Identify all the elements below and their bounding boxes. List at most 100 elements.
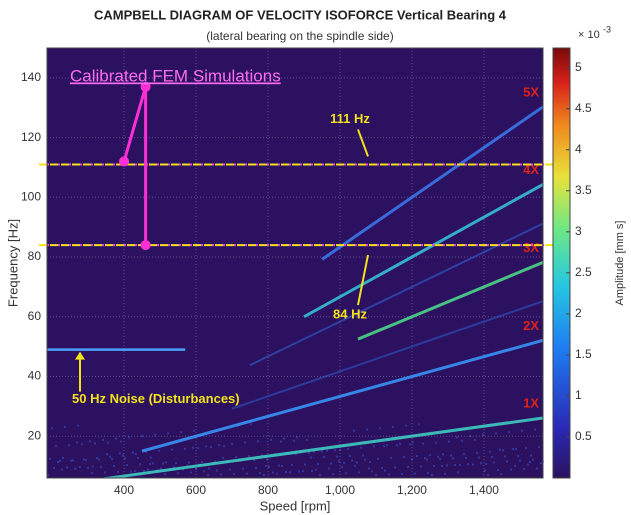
- noise-speckle: [527, 463, 529, 466]
- y-tick-label: 20: [28, 428, 42, 442]
- noise-speckle: [74, 467, 76, 470]
- noise-speckle: [420, 465, 422, 468]
- noise-speckle: [519, 459, 521, 462]
- noise-speckle: [394, 466, 396, 469]
- colorbar-tick-label: 1: [575, 388, 582, 402]
- noise-speckle: [358, 471, 360, 474]
- noise-speckle: [111, 458, 113, 460]
- noise-speckle: [250, 423, 252, 426]
- noise-speckle: [482, 433, 484, 436]
- noise-speckle: [308, 451, 310, 454]
- noise-speckle: [205, 445, 207, 448]
- noise-speckle: [100, 465, 102, 468]
- noise-speckle: [145, 450, 147, 453]
- noise-speckle: [122, 454, 124, 457]
- noise-speckle: [360, 446, 362, 449]
- order-line: [99, 416, 543, 478]
- noise-speckle: [401, 473, 403, 475]
- noise-speckle: [135, 453, 137, 456]
- noise-speckle: [278, 464, 280, 467]
- noise-speckle: [55, 445, 57, 448]
- noise-speckle: [231, 442, 233, 445]
- noise-speckle: [160, 467, 162, 470]
- noise-speckle: [150, 456, 152, 459]
- colorbar-exponent-power: -3: [603, 24, 611, 34]
- noise-speckle: [208, 467, 210, 470]
- noise-speckle: [91, 472, 93, 474]
- noise-speckle: [66, 466, 68, 469]
- noise-speckle: [280, 440, 282, 443]
- y-axis-label: Frequency [Hz]: [5, 219, 20, 307]
- noise-speckle: [383, 445, 385, 448]
- noise-speckle: [422, 442, 424, 445]
- noise-speckle: [409, 443, 411, 446]
- noise-speckle: [296, 436, 298, 439]
- noise-speckle: [94, 442, 96, 445]
- noise-speckle: [229, 468, 231, 471]
- noise-speckle: [304, 463, 306, 466]
- noise-arrow-head: [75, 351, 85, 360]
- noise-speckle: [265, 465, 267, 467]
- noise-label: 50 Hz Noise (Disturbances): [72, 391, 240, 406]
- order-line: [141, 338, 543, 453]
- noise-speckle: [532, 458, 534, 461]
- noise-speckle: [222, 456, 224, 459]
- noise-speckle: [57, 461, 59, 463]
- noise-speckle: [450, 454, 452, 457]
- noise-speckle: [371, 470, 373, 473]
- noise-speckle: [306, 438, 308, 441]
- noise-speckle: [343, 462, 345, 464]
- noise-speckle: [321, 450, 323, 453]
- noise-speckle: [502, 449, 504, 452]
- noise-speckle: [366, 428, 368, 431]
- noise-speckle: [242, 467, 244, 470]
- noise-speckle: [330, 462, 332, 465]
- noise-speckle: [246, 472, 248, 475]
- noise-speckle: [128, 436, 130, 439]
- noise-speckle: [162, 462, 164, 465]
- x-tick-label: 400: [114, 483, 134, 497]
- chart-title: CAMPBELL DIAGRAM OF VELOCITY ISOFORCE Ve…: [94, 7, 507, 22]
- plot-layer: [47, 105, 543, 478]
- noise-speckle: [197, 447, 199, 449]
- noise-speckle: [113, 465, 115, 467]
- noise-speckle: [120, 440, 122, 443]
- order-label: 3X: [523, 240, 539, 255]
- noise-speckle: [201, 461, 203, 463]
- reference-arrow: [357, 129, 369, 157]
- noise-speckle: [216, 469, 218, 472]
- noise-speckle: [117, 471, 119, 473]
- noise-speckle: [506, 460, 508, 463]
- noise-speckle: [132, 451, 134, 454]
- noise-speckle: [295, 453, 297, 456]
- noise-speckle: [62, 456, 64, 459]
- noise-speckle: [364, 458, 366, 461]
- order-line: [249, 222, 543, 367]
- noise-speckle: [323, 456, 325, 458]
- noise-speckle: [349, 455, 351, 457]
- noise-speckle: [85, 459, 87, 461]
- noise-speckle: [353, 429, 355, 432]
- noise-speckle: [313, 450, 315, 453]
- noise-speckle: [147, 468, 149, 471]
- noise-speckle: [203, 470, 205, 473]
- noise-speckle: [283, 437, 285, 440]
- noise-speckle: [220, 473, 222, 476]
- noise-speckle: [207, 474, 209, 476]
- noise-speckle: [510, 468, 512, 471]
- y-tick-label: 140: [21, 70, 41, 84]
- noise-speckle: [76, 441, 78, 444]
- noise-speckle: [248, 455, 250, 458]
- noise-speckle: [64, 425, 66, 428]
- noise-speckle: [424, 457, 426, 460]
- noise-speckle: [457, 471, 459, 474]
- colorbar-tick-label: 1.5: [575, 347, 592, 361]
- noise-speckle: [351, 459, 353, 462]
- noise-speckle: [79, 466, 81, 468]
- noise-speckle: [416, 455, 418, 458]
- order-label: 1X: [523, 395, 539, 410]
- noise-speckle: [175, 462, 177, 464]
- noise-speckle: [164, 473, 166, 476]
- order-label: 4X: [523, 162, 539, 177]
